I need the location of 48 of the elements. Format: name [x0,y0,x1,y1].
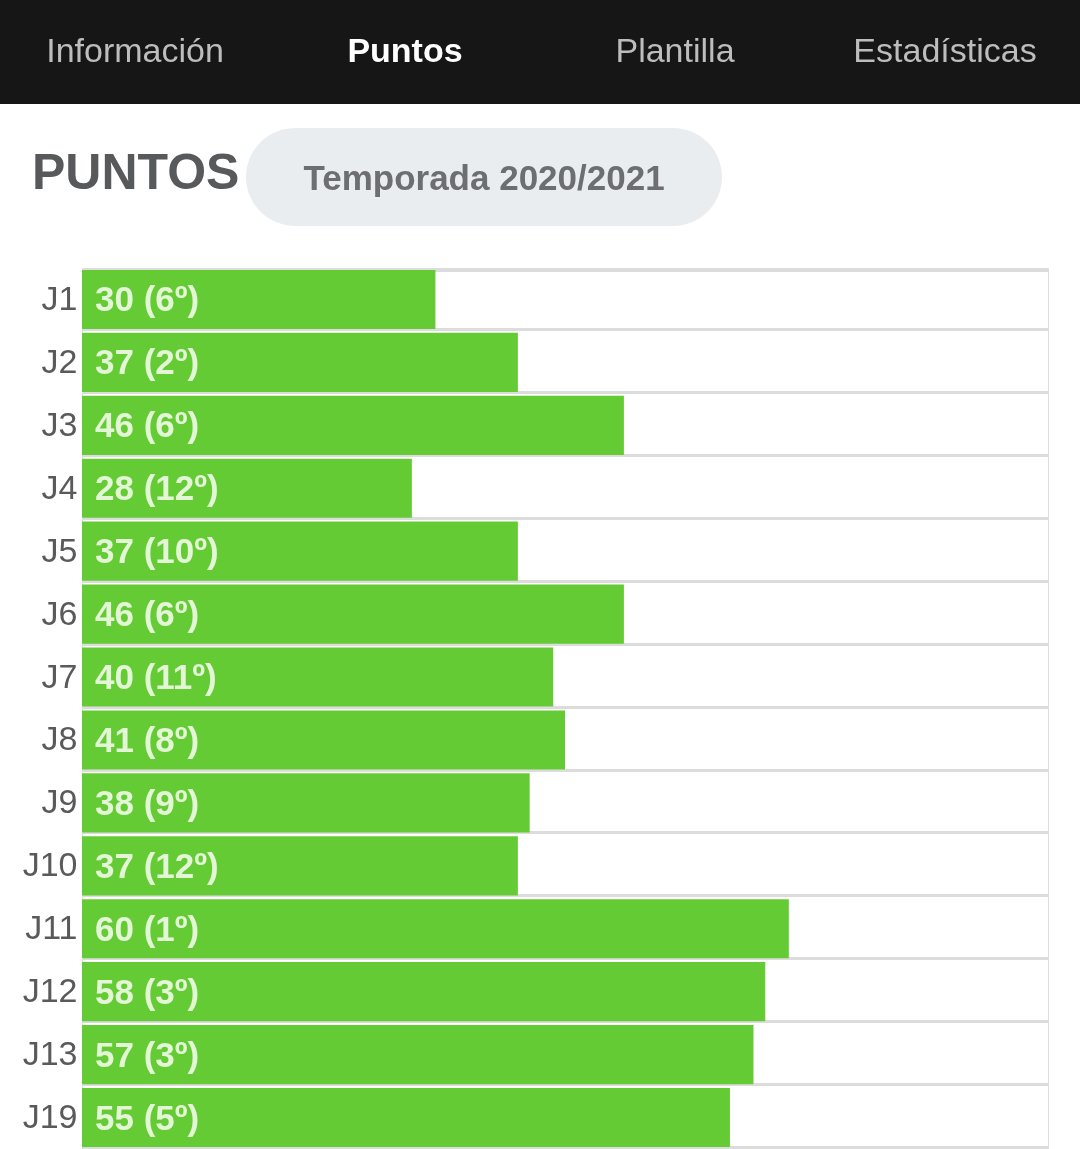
bar [82,269,436,330]
bar [82,1087,730,1148]
y-tick-label: J4 [41,467,78,506]
bar [82,521,518,581]
bar [82,647,554,707]
text: Información [46,31,224,69]
bar [82,899,789,959]
data-label: 46 (6º) [95,405,200,445]
data-label: 37 (2º) [95,342,200,382]
y-tick-label: J10 [22,845,78,884]
text: Estadísticas [853,31,1037,69]
y-tick-label: J8 [41,719,78,758]
bar [82,710,565,770]
bar [82,458,412,518]
bar [82,773,530,833]
y-tick-label: J2 [41,341,78,380]
y-tick-label: J1 [41,278,78,317]
data-label: 38 (9º) [95,782,200,822]
data-label: 37 (10º) [95,531,219,571]
data-label: 57 (3º) [95,1034,200,1074]
data-label: 40 (11º) [95,657,217,697]
bar [82,836,518,896]
y-tick-label: J5 [41,530,78,569]
data-label: 46 (6º) [95,594,200,634]
chart-subtitle: Temporada 2020/2021 [303,158,665,197]
bar [82,584,624,644]
data-label: 60 (1º) [95,908,200,948]
y-tick-label: J9 [41,782,78,821]
y-tick-label: J11 [25,908,78,947]
y-tick-label: J19 [22,1097,78,1136]
y-tick-label: J12 [22,971,78,1010]
data-label: 37 (12º) [95,845,219,885]
y-tick-label: J6 [41,593,78,632]
y-tick-label: J7 [41,656,78,695]
y-tick-label: J13 [22,1034,78,1073]
text: Puntos [347,31,463,69]
data-label: 55 (5º) [95,1097,200,1137]
bar [82,1025,754,1085]
data-label: 28 (12º) [95,468,219,508]
text: Plantilla [615,31,735,69]
data-label: 58 (3º) [95,971,200,1011]
chart-title: PUNTOS [32,144,240,200]
data-label: 41 (8º) [95,719,200,759]
y-tick-label: J3 [41,404,78,443]
data-label: 30 (6º) [95,279,200,319]
bar [82,332,518,392]
bar [82,395,624,455]
bar [82,962,766,1022]
